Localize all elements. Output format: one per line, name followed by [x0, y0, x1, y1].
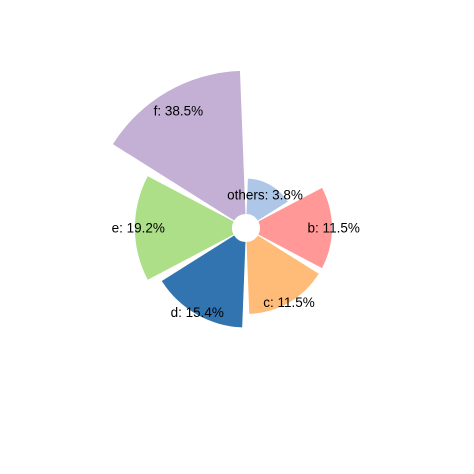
slice-c: [246, 235, 319, 314]
slice-d: [161, 235, 246, 328]
slices-layer: [112, 70, 332, 328]
slice-label-c: c: 11.5%: [263, 295, 315, 310]
labels-layer: others: 3.8% b: 11.5% c: 11.5% d: 15.4% e: 1…: [112, 103, 360, 320]
slice-label-f: f: 38.5%: [154, 103, 204, 118]
slice-label-d: d: 15.4%: [171, 305, 224, 320]
slice-label-b: b: 11.5%: [308, 221, 360, 236]
slice-others: [246, 178, 288, 221]
slice-b: [258, 187, 332, 269]
slice-f: [112, 70, 246, 221]
slice-e: [134, 176, 234, 280]
slice-label-others: others: 3.8%: [227, 188, 303, 203]
slice-label-e: e: 19.2%: [112, 221, 165, 236]
